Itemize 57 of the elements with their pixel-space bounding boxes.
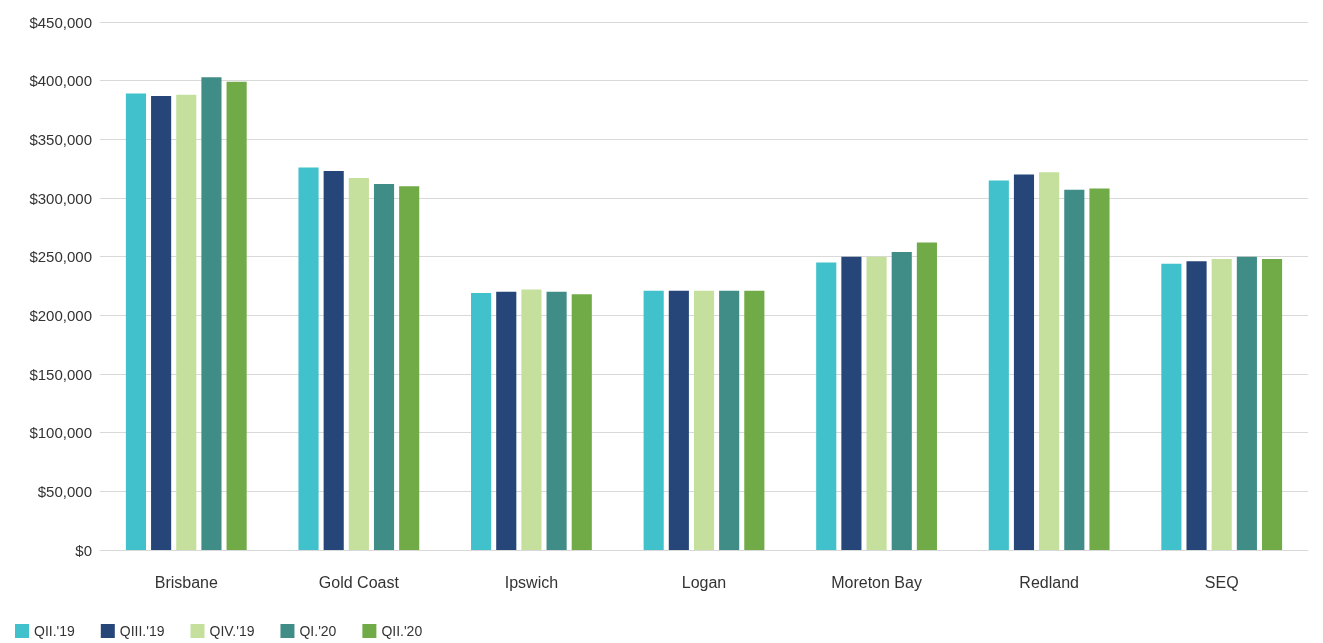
y-tick-label: $100,000 [29, 424, 92, 442]
bar [1161, 263, 1182, 550]
bar [668, 290, 689, 550]
bar [323, 171, 344, 550]
bar [693, 290, 715, 550]
x-tick-label: Gold Coast [318, 573, 400, 591]
y-tick-label: $150,000 [29, 365, 92, 383]
legend-label: QII.'20 [381, 623, 423, 639]
bar [399, 186, 420, 550]
bar [176, 94, 197, 550]
bar [373, 183, 395, 550]
bar [1089, 188, 1110, 550]
bar [298, 167, 319, 550]
bar [125, 93, 147, 550]
legend-label: QIII.'19 [119, 623, 165, 639]
bar [1186, 261, 1207, 550]
legend-label: QI.'20 [299, 623, 337, 639]
x-tick-label: Logan [681, 573, 727, 591]
bar [816, 262, 837, 550]
bar [571, 294, 592, 550]
x-tick-label: Moreton Bay [831, 573, 922, 591]
y-tick-label: $0 [75, 541, 92, 559]
bar [348, 178, 369, 550]
legend-label: QII.'19 [34, 623, 76, 639]
bar [841, 256, 862, 550]
legend-label: QIV.'19 [209, 623, 255, 639]
bar [744, 290, 765, 550]
bar [1211, 259, 1232, 550]
y-tick-label: $400,000 [29, 72, 92, 90]
bar [1261, 259, 1283, 550]
bar [546, 291, 567, 550]
y-tick-label: $350,000 [29, 130, 92, 148]
bar [643, 290, 664, 550]
bar [226, 81, 247, 550]
bar [151, 95, 172, 550]
bar [1236, 256, 1257, 550]
y-tick-label: $450,000 [29, 13, 92, 31]
bar [988, 180, 1009, 550]
bar [201, 77, 222, 550]
bar [1013, 174, 1035, 550]
x-tick-label: SEQ [1204, 573, 1239, 591]
y-tick-label: $200,000 [29, 306, 92, 324]
y-tick-label: $50,000 [37, 482, 92, 500]
bar [916, 242, 937, 550]
x-tick-label: Ipswich [504, 573, 559, 591]
bar [1039, 172, 1060, 550]
bar [719, 290, 740, 550]
bar [471, 293, 492, 550]
x-tick-label: Brisbane [154, 573, 218, 591]
y-tick-label: $250,000 [29, 248, 92, 266]
bar [496, 291, 517, 550]
bar [891, 251, 912, 550]
bar [1064, 189, 1085, 550]
y-tick-label: $300,000 [29, 189, 92, 207]
bar [521, 289, 542, 550]
bar [866, 256, 887, 550]
x-tick-label: Redland [1019, 573, 1079, 591]
